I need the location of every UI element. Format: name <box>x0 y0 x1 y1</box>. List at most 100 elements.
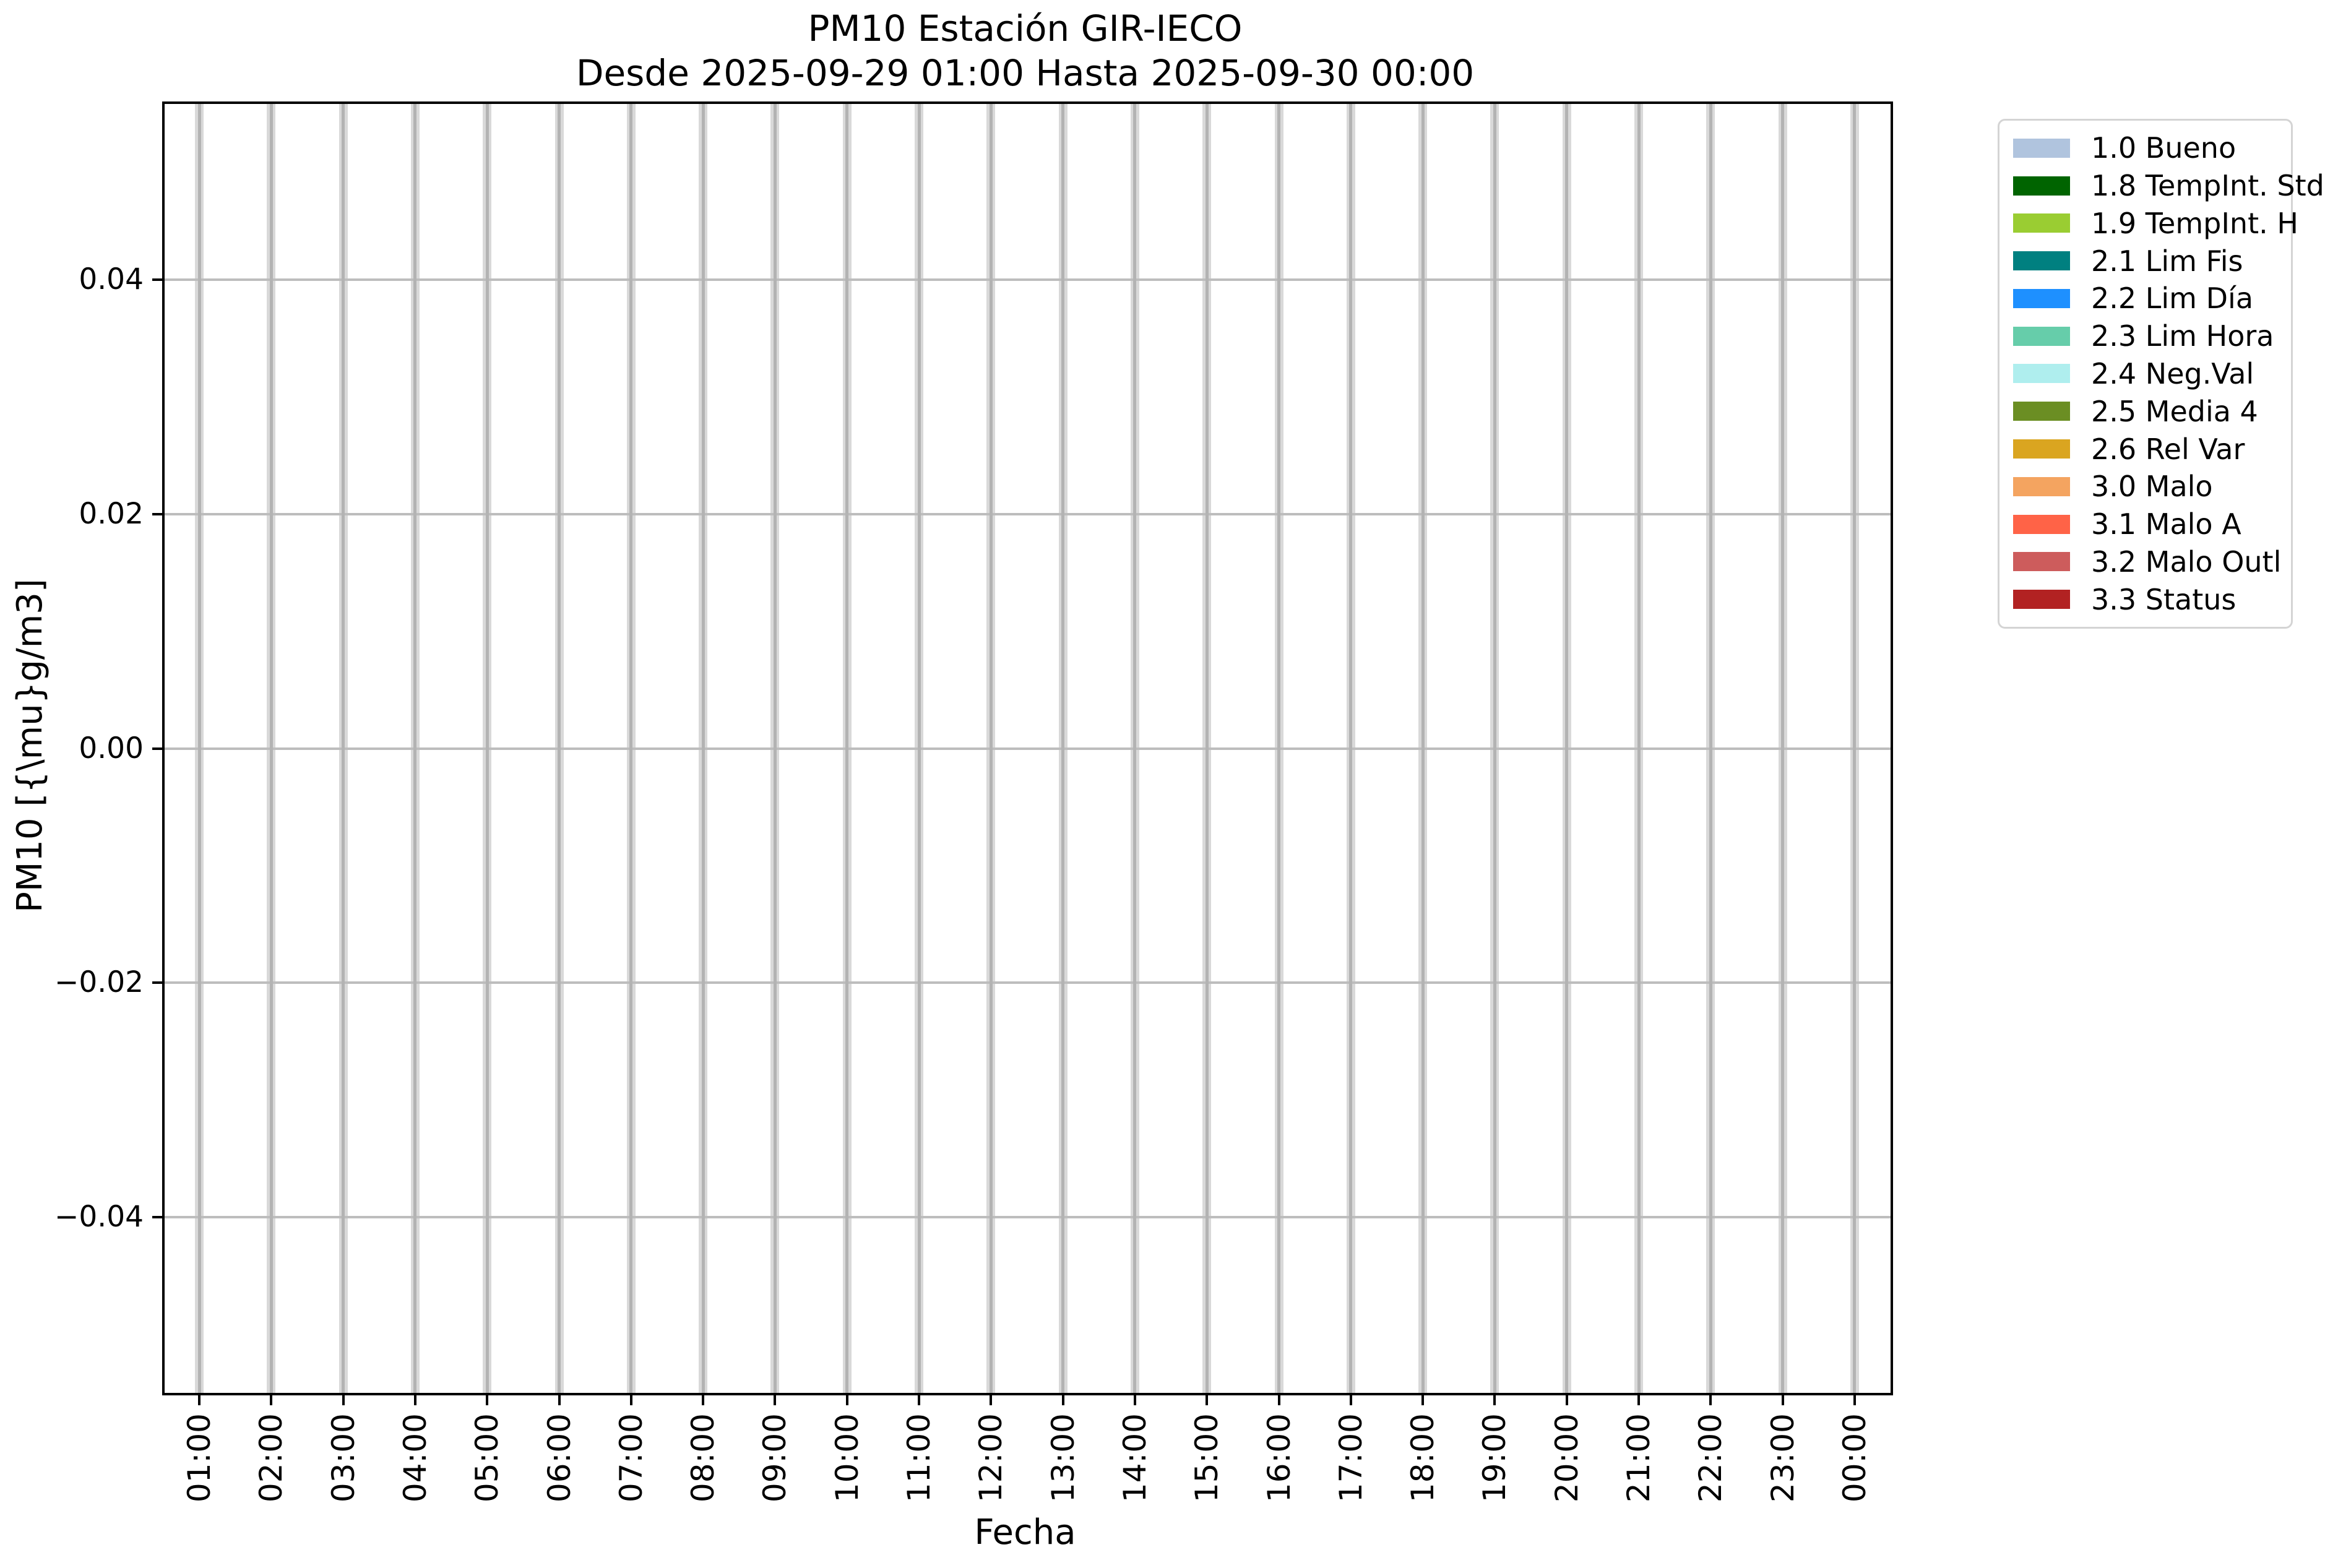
x-tick-mark <box>558 1395 561 1405</box>
chart-title: PM10 Estación GIR-IECO <box>808 7 1243 50</box>
legend-item: 2.1 Lim Fis <box>1999 245 2291 277</box>
x-tick-mark <box>198 1395 201 1405</box>
vgrid-line <box>1565 104 1569 1393</box>
chart-subtitle: Desde 2025-09-29 01:00 Hasta 2025-09-30 … <box>576 52 1475 94</box>
legend-item: 1.0 Bueno <box>1999 132 2291 164</box>
legend-item: 3.2 Malo Outl <box>1999 546 2291 578</box>
h-gridline <box>165 747 1891 750</box>
y-tick-mark <box>152 512 162 515</box>
legend-label: 3.1 Malo A <box>2091 507 2241 541</box>
x-tick-label: 07:00 <box>613 1413 649 1503</box>
legend-item: 3.1 Malo A <box>1999 508 2291 540</box>
x-tick-label: 13:00 <box>1045 1413 1081 1503</box>
legend-swatch <box>2013 364 2070 384</box>
y-tick-mark <box>152 981 162 984</box>
x-tick-mark <box>1421 1395 1425 1405</box>
x-tick-label: 17:00 <box>1332 1413 1369 1503</box>
vgrid-line <box>989 104 993 1393</box>
x-tick-mark <box>1349 1395 1352 1405</box>
x-tick-label: 16:00 <box>1261 1413 1297 1503</box>
legend-label: 1.9 TempInt. H <box>2091 206 2298 240</box>
legend-swatch <box>2013 138 2070 158</box>
x-tick-label: 22:00 <box>1693 1413 1729 1503</box>
title-block: PM10 Estación GIR-IECO Desde 2025-09-29 … <box>162 6 1888 95</box>
vgrid-line <box>1421 104 1425 1393</box>
h-gridline <box>165 981 1891 984</box>
x-tick-label: 04:00 <box>397 1413 433 1503</box>
plot-area <box>162 101 1893 1395</box>
vgrid-line <box>629 104 633 1393</box>
x-tick-mark <box>629 1395 632 1405</box>
x-tick-label: 14:00 <box>1116 1413 1153 1503</box>
y-tick-mark <box>152 278 162 282</box>
y-tick-label: 0.02 <box>79 496 144 531</box>
x-tick-mark <box>702 1395 705 1405</box>
x-tick-label: 23:00 <box>1764 1413 1801 1503</box>
x-tick-mark <box>342 1395 345 1405</box>
vgrid-line <box>1637 104 1641 1393</box>
legend-swatch <box>2013 213 2070 233</box>
x-tick-mark <box>1277 1395 1280 1405</box>
legend-swatch <box>2013 514 2070 534</box>
vgrid-line <box>773 104 777 1393</box>
h-gridline <box>165 1215 1891 1218</box>
x-tick-label: 12:00 <box>973 1413 1009 1503</box>
vgrid-line <box>1205 104 1209 1393</box>
legend-swatch <box>2013 590 2070 610</box>
legend: 1.0 Bueno 1.8 TempInt. Std 1.9 TempInt. H 2… <box>1998 119 2324 629</box>
vgrid-line <box>342 104 345 1393</box>
legend-label: 2.4 Neg.Val <box>2091 356 2254 390</box>
x-tick-label: 19:00 <box>1477 1413 1513 1503</box>
x-tick-mark <box>1061 1395 1064 1405</box>
x-tick-label: 00:00 <box>1836 1413 1873 1503</box>
legend-swatch <box>2013 476 2070 496</box>
x-tick-mark <box>1493 1395 1496 1405</box>
legend-swatch <box>2013 176 2070 196</box>
vgrid-line <box>701 104 705 1393</box>
legend-swatch <box>2013 288 2070 308</box>
vgrid-line <box>1781 104 1785 1393</box>
legend-label: 1.0 Bueno <box>2091 131 2237 165</box>
vgrid-line <box>485 104 489 1393</box>
legend-label: 2.6 Rel Var <box>2091 432 2245 466</box>
x-tick-mark <box>1133 1395 1136 1405</box>
x-tick-mark <box>918 1395 920 1405</box>
y-tick-label: 0.04 <box>79 262 144 297</box>
legend-label: 3.2 Malo Outl <box>2091 545 2282 579</box>
legend-item: 3.0 Malo <box>1999 470 2291 502</box>
vgrid-line <box>1133 104 1137 1393</box>
vgrid-line <box>917 104 921 1393</box>
h-gridline <box>165 512 1891 515</box>
legend-label: 1.8 TempInt. Std <box>2091 169 2324 203</box>
legend-item: 2.4 Neg.Val <box>1999 358 2291 390</box>
legend-label: 3.0 Malo <box>2091 470 2213 504</box>
y-tick-label: 0.00 <box>79 731 144 765</box>
x-tick-mark <box>1709 1395 1712 1405</box>
x-tick-label: 20:00 <box>1548 1413 1585 1503</box>
y-tick-label: −0.02 <box>54 965 144 1000</box>
vgrid-line <box>197 104 201 1393</box>
x-tick-mark <box>1565 1395 1568 1405</box>
x-tick-label: 18:00 <box>1405 1413 1441 1503</box>
legend-item: 2.2 Lim Día <box>1999 282 2291 314</box>
legend-swatch <box>2013 439 2070 459</box>
legend-label: 2.5 Media 4 <box>2091 394 2258 428</box>
legend-swatch <box>2013 326 2070 346</box>
x-tick-label: 08:00 <box>685 1413 722 1503</box>
x-tick-mark <box>1637 1395 1640 1405</box>
x-tick-label: 10:00 <box>829 1413 865 1503</box>
y-tick-mark <box>152 1215 162 1218</box>
x-tick-mark <box>1853 1395 1856 1405</box>
x-tick-label: 06:00 <box>541 1413 577 1503</box>
vgrid-line <box>1853 104 1857 1393</box>
legend-label: 2.1 Lim Fis <box>2091 244 2243 278</box>
legend-item: 2.3 Lim Hora <box>1999 320 2291 352</box>
h-gridline <box>165 278 1891 282</box>
legend-item: 3.3 Status <box>1999 584 2291 616</box>
legend-item: 2.6 Rel Var <box>1999 433 2291 465</box>
vgrid-line <box>1277 104 1280 1393</box>
legend-item: 2.5 Media 4 <box>1999 395 2291 428</box>
x-tick-mark <box>990 1395 993 1405</box>
x-tick-label: 03:00 <box>325 1413 361 1503</box>
